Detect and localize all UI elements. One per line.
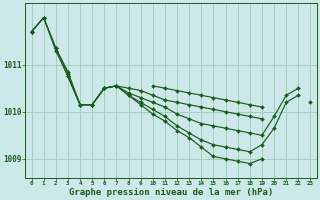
X-axis label: Graphe pression niveau de la mer (hPa): Graphe pression niveau de la mer (hPa) bbox=[69, 188, 273, 197]
